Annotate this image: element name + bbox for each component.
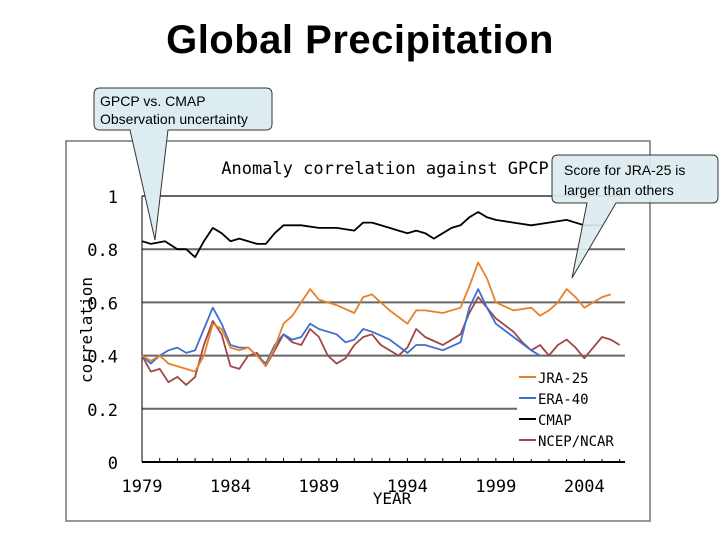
callout-line: larger than others — [564, 182, 674, 198]
y-tick-label: 0 — [108, 454, 118, 474]
x-tick-label: 1989 — [298, 477, 339, 497]
callout-line: Observation uncertainty — [100, 111, 248, 127]
y-tick-label: 1 — [108, 188, 118, 208]
series-line-ncep-ncar — [141, 296, 621, 386]
callout-line: Score for JRA-25 is — [564, 162, 685, 178]
x-tick-label: 1984 — [210, 477, 251, 497]
series-line-era-40 — [141, 288, 541, 365]
y-tick-label: 0.2 — [87, 401, 118, 421]
chart-title: Anomaly correlation against GPCP — [221, 159, 549, 179]
x-axis-label: YEAR — [373, 489, 412, 508]
x-tick-label: 1994 — [387, 477, 428, 497]
y-tick-label: 0.6 — [87, 294, 118, 314]
x-tick-label: 1979 — [122, 477, 163, 497]
slide-title: Global Precipitation — [166, 18, 554, 62]
series-line-cmap — [141, 211, 602, 259]
y-tick-label: 0.4 — [87, 348, 118, 368]
y-axis-label: correlation — [77, 277, 96, 383]
callout-line: GPCP vs. CMAP — [100, 93, 206, 109]
series-line-jra-25 — [141, 261, 612, 373]
y-tick-label: 0.8 — [87, 241, 118, 261]
x-tick-label: 1999 — [475, 477, 516, 497]
legend-background — [517, 365, 627, 459]
legend: JRA-25 ERA-40 CMAP NCEP/NCAR — [519, 371, 614, 450]
callout-jra25-score: Score for JRA-25 is larger than others — [551, 154, 719, 279]
legend-label: JRA-25 — [538, 371, 589, 387]
legend-label: CMAP — [538, 413, 572, 429]
legend-label: ERA-40 — [538, 392, 589, 408]
callout-observation-uncertainty: GPCP vs. CMAP Observation uncertainty — [93, 87, 273, 241]
legend-label: NCEP/NCAR — [538, 434, 614, 450]
x-tick-label: 2004 — [564, 477, 605, 497]
